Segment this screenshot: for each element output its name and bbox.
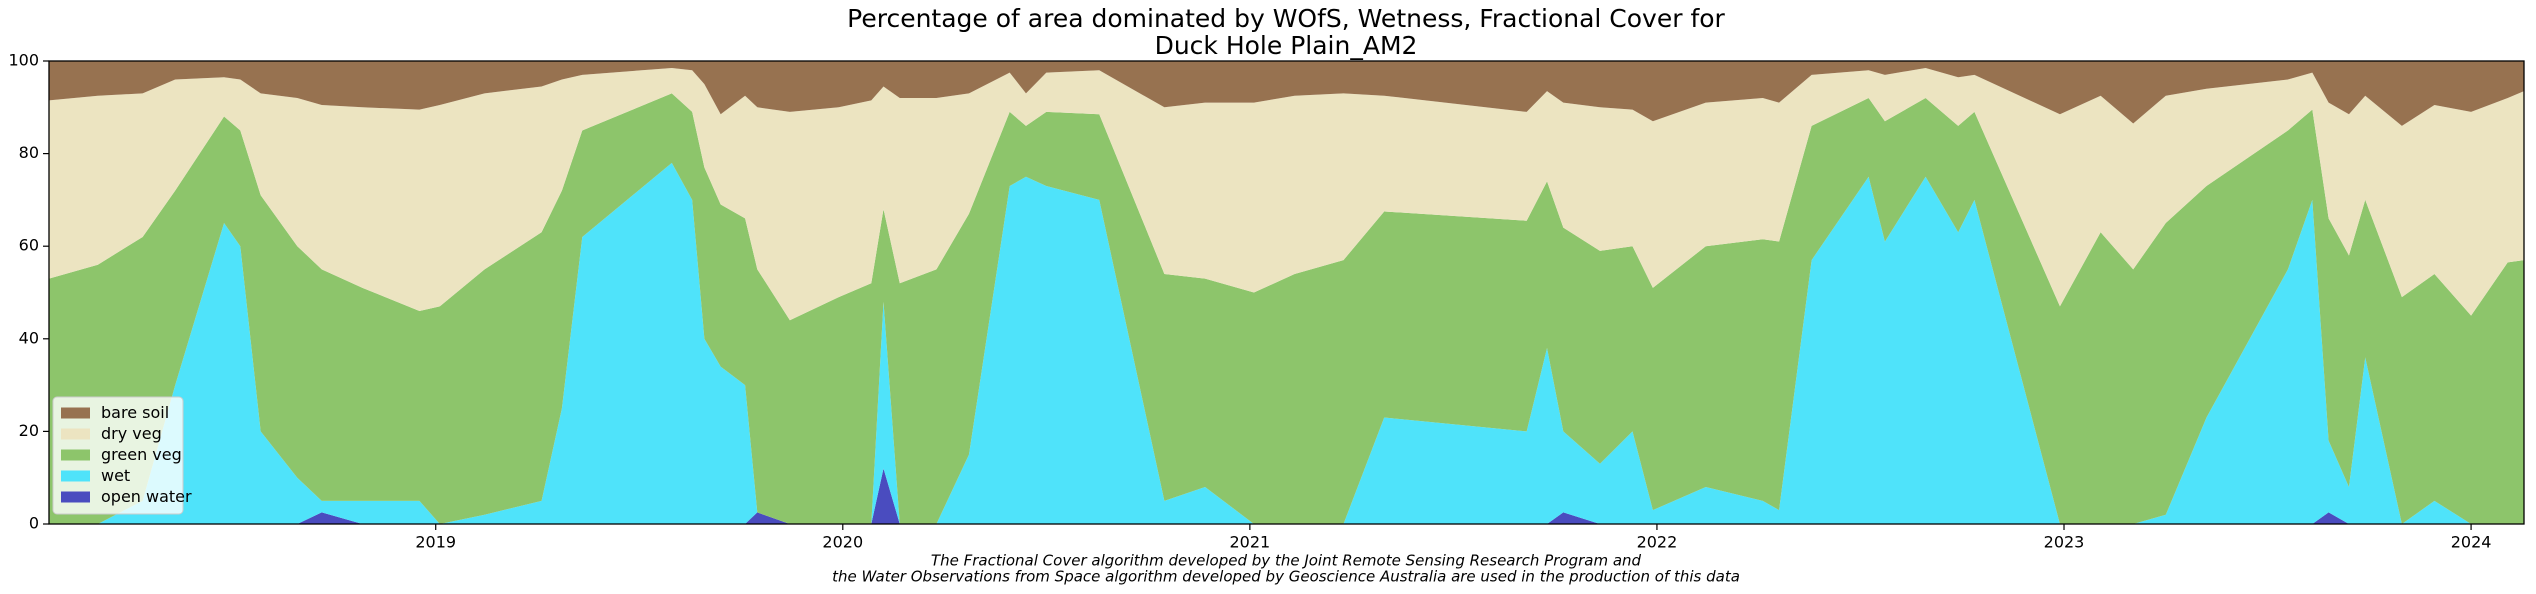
y-tick-label: 20	[19, 421, 39, 440]
y-tick-label: 60	[19, 236, 39, 255]
legend-swatch	[61, 428, 90, 440]
legend-label: wet	[101, 466, 130, 485]
chart-title: Duck Hole Plain_AM2	[1155, 31, 1418, 60]
x-tick-label: 2020	[822, 533, 863, 552]
legend-swatch	[61, 407, 90, 419]
legend-label: open water	[101, 487, 192, 506]
footnote: The Fractional Cover algorithm developed…	[931, 552, 1642, 570]
legend-label: dry veg	[101, 424, 162, 443]
y-tick-label: 40	[19, 328, 39, 347]
x-tick-label: 2024	[2451, 533, 2492, 552]
area	[49, 67, 2524, 321]
legend-label: bare soil	[101, 403, 169, 422]
x-tick-label: 2023	[2044, 533, 2085, 552]
legend-box	[52, 396, 184, 515]
legend: bare soil dry veg green veg wet open water	[52, 396, 192, 515]
plot-frame	[48, 60, 2525, 525]
area	[49, 61, 2524, 126]
legend-swatch	[61, 491, 90, 503]
x-tick-label: 2019	[415, 533, 456, 552]
footnote: the Water Observations from Space algori…	[832, 568, 1740, 586]
x-tick-label: 2022	[1637, 533, 1678, 552]
legend-swatch	[61, 470, 90, 482]
y-tick-label: 100	[8, 51, 39, 70]
area	[49, 93, 2524, 524]
legend-swatch	[61, 449, 90, 461]
area	[49, 162, 2524, 525]
legend-label: green veg	[101, 445, 182, 464]
y-tick-label: 80	[19, 143, 39, 162]
x-tick-label: 2021	[1230, 533, 1271, 552]
y-tick-label: 0	[29, 514, 39, 533]
chart-title: Percentage of area dominated by WOfS, We…	[847, 4, 1725, 33]
